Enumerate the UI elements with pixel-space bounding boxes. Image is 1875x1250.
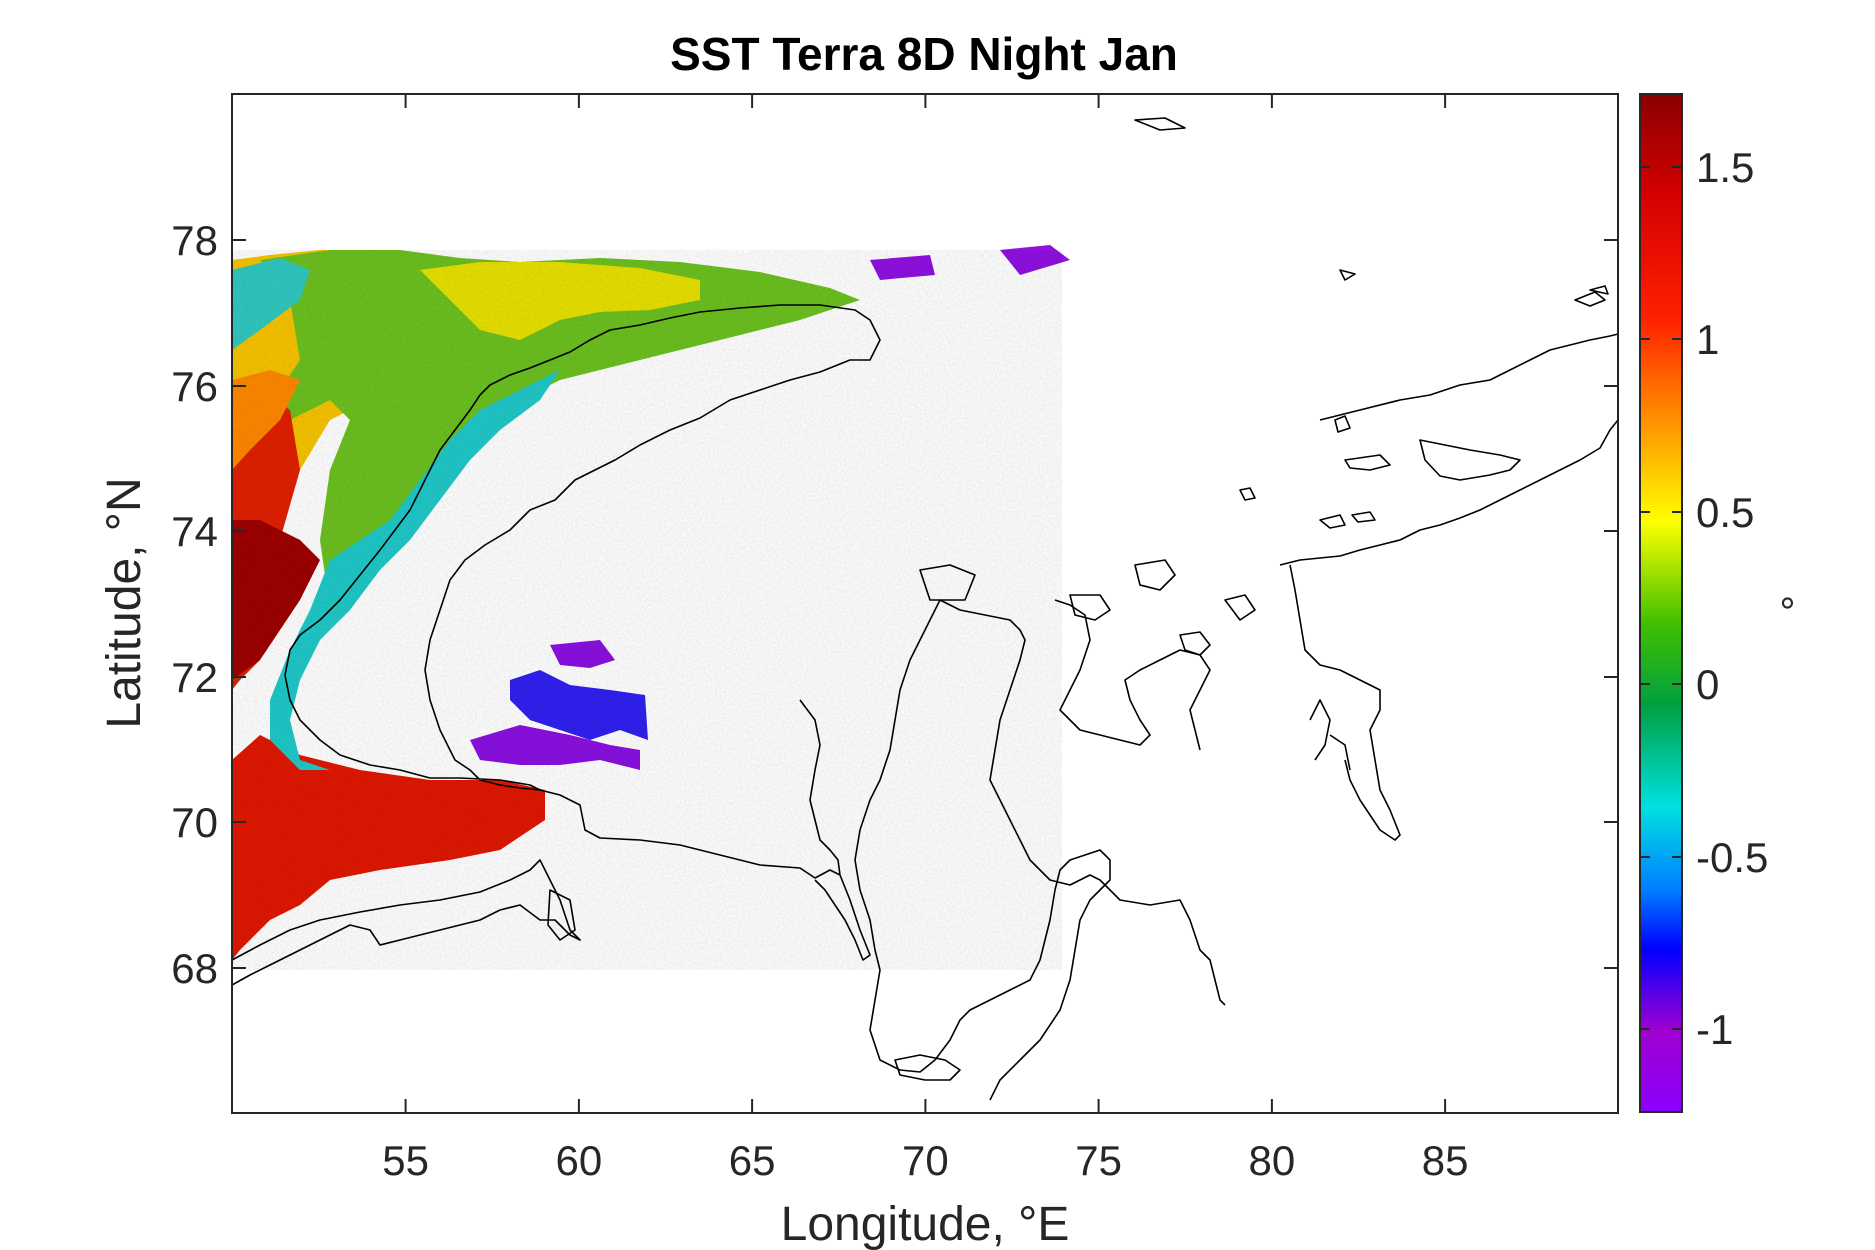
x-tick-labels: 55 60 65 70 75 80 85 <box>382 1137 1468 1184</box>
x-axis-label: Longitude, °E <box>781 1198 1070 1250</box>
islands-north-3 <box>1344 454 1391 471</box>
x-tick-marks <box>404 94 1447 1113</box>
yamal-coastline <box>539 599 1111 1101</box>
taimyr-coastline <box>1279 419 1619 841</box>
belyy-island <box>894 1054 961 1081</box>
islands-ushakov <box>1339 269 1356 281</box>
islands-north-2 <box>1334 415 1351 433</box>
colorbar-tick-label: 1.5 <box>1696 144 1754 191</box>
islands-mid-north <box>1319 511 1376 529</box>
vilkitsky-coastline <box>1309 699 1351 771</box>
coastlines <box>231 117 1619 1101</box>
gydan-coastline <box>1054 599 1211 751</box>
plot-area: 55 60 65 70 75 80 85 68 70 72 74 76 78 L… <box>98 93 1619 1250</box>
x-tick-label: 60 <box>556 1137 603 1184</box>
y-tick-label: 72 <box>171 654 218 701</box>
islands-north-4 <box>1239 487 1256 501</box>
y-tick-label: 78 <box>171 217 218 264</box>
x-tick-label: 85 <box>1422 1137 1469 1184</box>
islands-kara-5 <box>1224 594 1256 621</box>
y-tick-label: 70 <box>171 799 218 846</box>
islands-kara-3 <box>1134 559 1176 591</box>
gulf-of-ob-coastline <box>939 599 1226 1006</box>
islands-kara-4 <box>1179 631 1211 656</box>
y-tick-labels: 68 70 72 74 76 78 <box>171 217 218 992</box>
x-tick-label: 80 <box>1249 1137 1296 1184</box>
islands-kara-1 <box>919 564 976 601</box>
colorbar-gradient <box>1639 93 1683 1113</box>
islands-ne-small <box>1574 285 1609 307</box>
colorbar-tick-marks <box>1640 166 1682 1030</box>
colorbar: 1.5 1 0.5 0 -0.5 -1 ° <box>1639 93 1819 1113</box>
x-tick-label: 70 <box>902 1137 949 1184</box>
y-tick-marks <box>232 239 1618 969</box>
sst-field <box>232 245 1070 970</box>
colorbar-tick-label: -1 <box>1696 1006 1733 1053</box>
colorbar-tick-labels: 1.5 1 0.5 0 -0.5 -1 <box>1696 144 1768 1053</box>
novaya-zemlya-coastline <box>284 304 881 791</box>
x-tick-label: 75 <box>1075 1137 1122 1184</box>
y-tick-label: 76 <box>171 363 218 410</box>
islands-kara-2 <box>1069 594 1111 621</box>
colorbar-tick-label: 0 <box>1696 661 1719 708</box>
islands-severnaya <box>1319 333 1619 421</box>
x-tick-label: 55 <box>382 1137 429 1184</box>
islands-severnaya-2 <box>1419 439 1521 481</box>
y-axis-label: Latitude, °N <box>98 477 151 728</box>
colorbar-tick-label: 0.5 <box>1696 489 1754 536</box>
x-tick-label: 65 <box>729 1137 776 1184</box>
islands-north-1 <box>1134 117 1186 131</box>
chart-title: SST Terra 8D Night Jan <box>670 28 1178 80</box>
colorbar-tick-label: 1 <box>1696 316 1719 363</box>
y-tick-label: 74 <box>171 508 218 555</box>
colorbar-label: ° <box>1775 595 1819 611</box>
kolguev-coastline <box>547 889 576 941</box>
colorbar-tick-label: -0.5 <box>1696 834 1768 881</box>
y-tick-label: 68 <box>171 945 218 992</box>
